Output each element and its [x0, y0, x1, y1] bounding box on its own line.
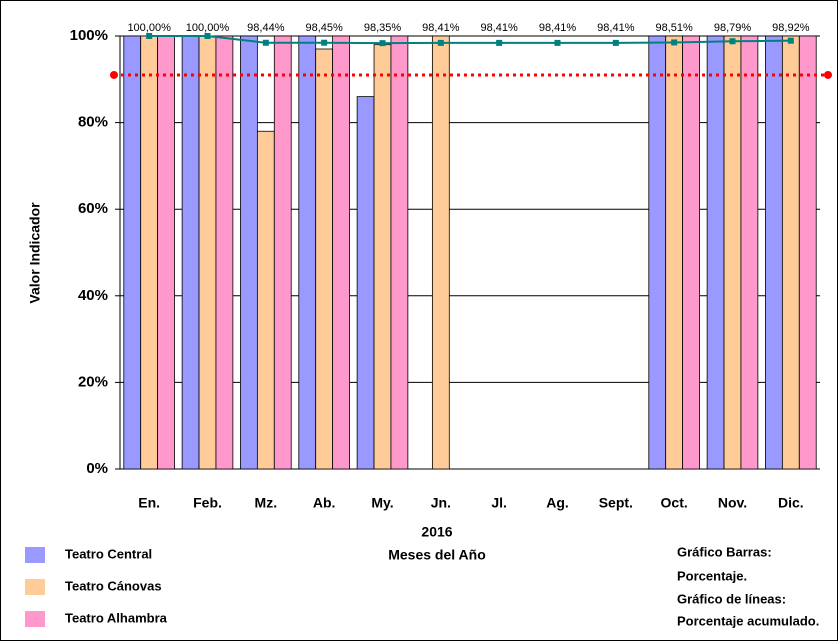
bar	[798, 35, 817, 470]
bar	[781, 35, 800, 470]
line-marker	[204, 33, 211, 39]
legend-swatch	[25, 611, 45, 627]
bar	[181, 35, 200, 470]
y-tick-label: 20%	[78, 373, 108, 390]
bar	[723, 35, 742, 470]
y-tick-label: 60%	[78, 200, 108, 217]
x-tick-label: Mz.	[255, 495, 278, 511]
bar	[315, 48, 334, 470]
data-label: 98,41%	[539, 22, 577, 34]
bar	[390, 35, 409, 470]
bar	[356, 96, 375, 470]
bar	[198, 35, 217, 470]
reference-marker	[110, 70, 118, 79]
bar	[140, 35, 159, 470]
data-label: 98,92%	[772, 22, 810, 34]
data-label: 98,79%	[714, 22, 752, 34]
y-tick-label: 0%	[86, 460, 108, 477]
y-tick-label: 80%	[78, 114, 108, 131]
line	[149, 35, 791, 45]
line-marker	[496, 39, 503, 46]
y-axis-title: Valor Indicador	[27, 202, 43, 304]
data-label: 98,41%	[422, 22, 460, 34]
bar	[157, 35, 175, 470]
bar	[215, 35, 234, 470]
data-label: 98,45%	[306, 22, 344, 34]
bar	[373, 44, 392, 470]
data-label: 98,41%	[597, 22, 635, 34]
x-tick-label: Sept.	[599, 495, 633, 511]
annotation: Gráfico Barras:	[677, 544, 772, 559]
bar	[665, 35, 684, 470]
line-marker	[612, 39, 619, 46]
x-tick-label: Ag.	[546, 495, 569, 511]
bar	[431, 35, 450, 470]
x-axis-title: 2016	[421, 524, 452, 540]
x-axis-title: Meses del Año	[388, 547, 486, 563]
line-marker	[437, 39, 444, 46]
bar	[648, 35, 667, 470]
annotation: Porcentaje.	[677, 568, 747, 583]
line-marker	[554, 39, 561, 46]
line-marker	[671, 39, 678, 46]
x-tick-label: Dic.	[778, 495, 804, 511]
legend-swatch	[25, 579, 45, 595]
x-tick-label: Jl.	[491, 495, 507, 511]
line-marker	[729, 38, 736, 45]
bar	[682, 35, 700, 470]
bar	[706, 35, 725, 470]
x-tick-label: Feb.	[193, 495, 222, 511]
bar	[298, 35, 317, 470]
annotation: Gráfico de líneas:	[677, 591, 786, 606]
line-marker	[787, 37, 794, 44]
bar	[740, 35, 759, 470]
reference-marker	[824, 70, 832, 79]
line-marker	[379, 40, 386, 47]
line-marker	[321, 39, 328, 46]
data-label: 100,00%	[127, 22, 171, 34]
x-tick-label: En.	[138, 495, 160, 511]
line-marker	[262, 39, 269, 46]
data-label: 100,00%	[186, 22, 230, 34]
x-tick-label: Jn.	[431, 495, 451, 511]
data-label: 98,51%	[656, 22, 694, 34]
data-label: 98,41%	[481, 22, 519, 34]
x-tick-label: Nov.	[718, 495, 747, 511]
bar	[240, 35, 258, 470]
bar	[256, 130, 275, 470]
x-tick-label: Ab.	[313, 495, 336, 511]
y-tick-label: 40%	[78, 287, 108, 304]
bar	[765, 35, 783, 470]
bar	[332, 35, 350, 470]
legend-label: Teatro Alhambra	[65, 610, 168, 625]
data-label: 98,35%	[364, 22, 402, 34]
line-marker	[146, 33, 153, 39]
bar	[273, 35, 292, 470]
legend-label: Teatro Cánovas	[65, 578, 162, 593]
x-tick-label: Oct.	[661, 495, 688, 511]
annotation: Porcentaje acumulado.	[677, 613, 819, 628]
data-label: 98,44%	[247, 22, 285, 34]
x-tick-label: My.	[371, 495, 393, 511]
y-tick-label: 100%	[70, 27, 108, 44]
legend-label: Teatro Central	[65, 546, 152, 561]
bar	[123, 35, 142, 470]
legend-swatch	[25, 547, 45, 563]
